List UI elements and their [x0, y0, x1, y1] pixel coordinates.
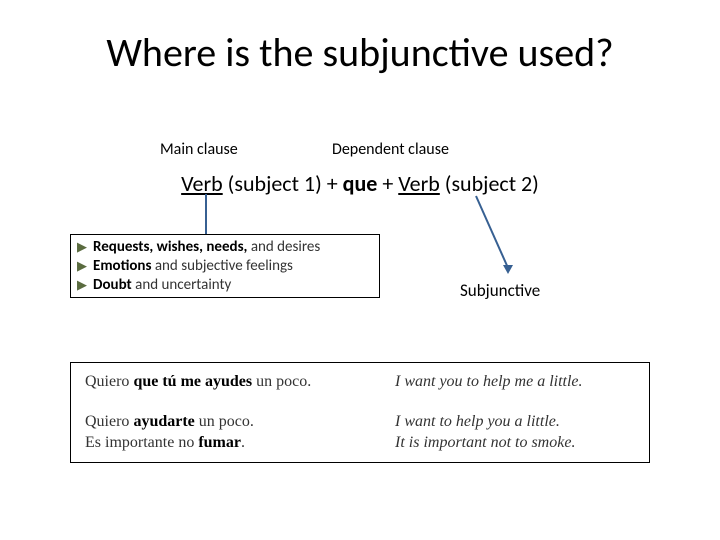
category-bold: Emotions — [93, 257, 151, 275]
ex-pre: Es importante no — [85, 434, 198, 451]
category-row: ▶ Doubt and uncertainty — [77, 276, 373, 295]
ex-bold: ayudarte — [133, 413, 194, 430]
ex-bold: fumar — [198, 434, 241, 451]
bullet-triangle-icon: ▶ — [77, 278, 87, 293]
ex-bold: que tú me ayudes — [133, 373, 252, 390]
formula-plus1: + — [322, 170, 343, 197]
bullet-triangle-icon: ▶ — [77, 259, 87, 274]
category-bold: Requests, wishes, needs, — [93, 238, 247, 256]
formula-que: que — [343, 170, 378, 197]
formula-subject1: (subject 1) — [223, 170, 322, 197]
formula-verb2: Verb — [398, 170, 440, 197]
category-row: ▶ Requests, wishes, needs, and desires — [77, 238, 373, 257]
bullet-triangle-icon: ▶ — [77, 240, 87, 255]
ex-post: un poco. — [195, 413, 254, 430]
ex-pre: Quiero — [85, 413, 133, 430]
examples-box: Quiero que tú me ayudes un poco. I want … — [70, 362, 650, 463]
category-rest: and subjective feelings — [151, 257, 292, 275]
example-english: It is important not to smoke. — [395, 432, 639, 454]
example-row: Quiero ayudarte un poco. I want to help … — [85, 411, 639, 433]
example-english: I want you to help me a little. — [395, 371, 639, 393]
example-gap — [85, 393, 639, 411]
example-english: I want to help you a little. — [395, 411, 639, 433]
arrowhead-icon — [503, 265, 513, 274]
categories-box: ▶ Requests, wishes, needs, and desires ▶ E… — [70, 234, 380, 298]
formula-plus2: + — [377, 170, 398, 197]
ex-post: . — [241, 434, 245, 451]
example-spanish: Quiero ayudarte un poco. — [85, 411, 395, 433]
category-bold: Doubt — [93, 276, 132, 294]
example-row: Quiero que tú me ayudes un poco. I want … — [85, 371, 639, 393]
category-rest: and uncertainty — [132, 276, 232, 294]
slide-title: Where is the subjunctive used? — [0, 28, 720, 77]
example-row: Es importante no fumar. It is important … — [85, 432, 639, 454]
ex-pre: Quiero — [85, 373, 133, 390]
dependent-clause-label: Dependent clause — [332, 140, 449, 159]
arrow-dependent-clause — [475, 196, 509, 268]
category-row: ▶ Emotions and subjective feelings — [77, 257, 373, 276]
formula-subject2: (subject 2) — [440, 170, 539, 197]
example-spanish: Quiero que tú me ayudes un poco. — [85, 371, 395, 393]
main-clause-label: Main clause — [160, 140, 238, 159]
formula-verb1: Verb — [181, 170, 223, 197]
ex-post: un poco. — [252, 373, 311, 390]
example-spanish: Es importante no fumar. — [85, 432, 395, 454]
subjunctive-label: Subjunctive — [460, 280, 540, 301]
arrow-main-clause — [205, 194, 207, 236]
formula-line: Verb (subject 1) + que + Verb (subject 2… — [0, 170, 720, 197]
category-rest: and desires — [247, 238, 320, 256]
